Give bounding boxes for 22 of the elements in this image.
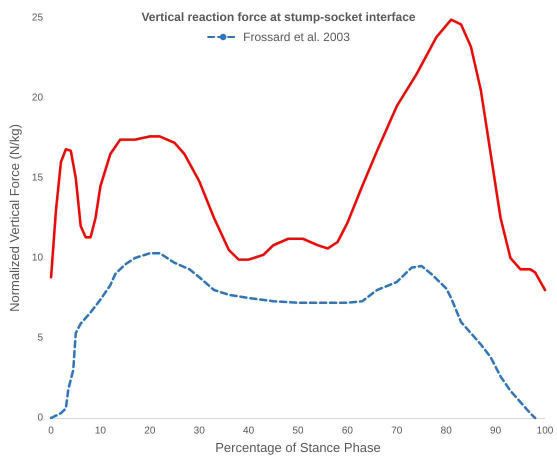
- x-axis-title: Percentage of Stance Phase: [215, 440, 381, 455]
- line-series: [50, 252, 536, 420]
- x-tick-label: 0: [48, 426, 54, 436]
- x-tick-label: 80: [440, 426, 452, 436]
- y-tick-label: 10: [32, 252, 44, 264]
- x-tick-label: 20: [144, 426, 156, 436]
- x-tick-label: 30: [194, 426, 206, 436]
- y-tick-label: 0: [37, 412, 44, 424]
- chart-title: Vertical reaction force at stump-socket interface: [141, 10, 416, 24]
- legend-label: Frossard et al. 2003: [243, 30, 350, 44]
- x-tick-label: 50: [292, 426, 304, 436]
- y-tick-label: 20: [32, 92, 44, 104]
- x-tick-label: 70: [391, 426, 403, 436]
- x-tick-label: 10: [94, 426, 106, 436]
- x-tick-label: 40: [243, 426, 255, 436]
- x-tick-label: 60: [342, 426, 354, 436]
- y-tick-label: 5: [37, 332, 44, 344]
- y-tick-label: 15: [32, 172, 44, 184]
- y-tick-label: 25: [32, 12, 44, 24]
- y-axis-title: Normalized Vertical Force (N/kg): [7, 124, 22, 312]
- x-tick-label: 90: [490, 426, 502, 436]
- x-tick-label: 100: [536, 426, 554, 436]
